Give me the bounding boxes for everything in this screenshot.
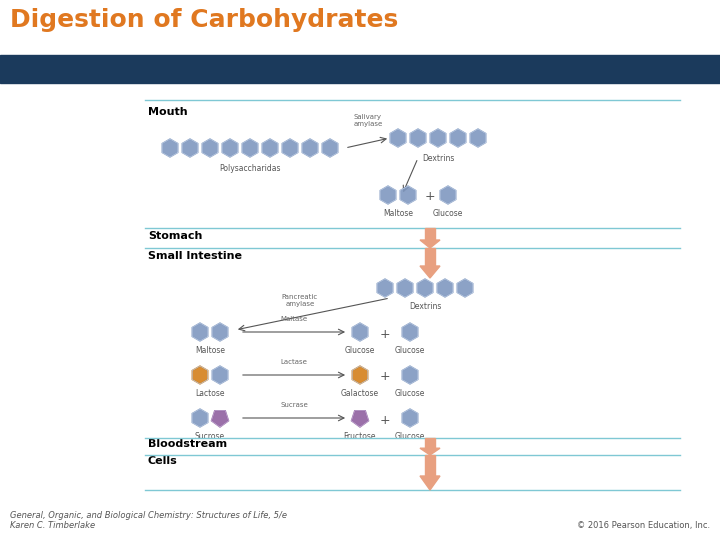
Text: Maltose: Maltose <box>195 346 225 355</box>
Text: +: + <box>379 370 390 383</box>
Polygon shape <box>380 186 396 204</box>
Text: Glucose: Glucose <box>395 389 426 398</box>
Polygon shape <box>282 139 298 157</box>
Text: Glucose: Glucose <box>395 432 426 441</box>
Text: Dextrins: Dextrins <box>409 302 441 311</box>
Polygon shape <box>397 279 413 297</box>
Polygon shape <box>417 279 433 297</box>
Text: Small Intestine: Small Intestine <box>148 251 242 261</box>
Text: Sucrase: Sucrase <box>280 402 308 408</box>
Polygon shape <box>420 266 440 278</box>
Text: Dextrins: Dextrins <box>422 154 454 163</box>
Bar <box>425 248 435 266</box>
Bar <box>425 455 435 476</box>
Bar <box>0 55 720 83</box>
Text: Glucose: Glucose <box>433 209 463 218</box>
Text: Polysaccharidas: Polysaccharidas <box>220 164 281 173</box>
Text: Lactase: Lactase <box>281 359 307 365</box>
Text: Sucrose: Sucrose <box>195 432 225 441</box>
Text: Glucose: Glucose <box>345 346 375 355</box>
Polygon shape <box>242 139 258 157</box>
Text: +: + <box>425 191 436 204</box>
Text: Cells: Cells <box>148 456 178 466</box>
Polygon shape <box>402 323 418 341</box>
Text: Maltase: Maltase <box>280 316 307 322</box>
Text: Maltose: Maltose <box>383 209 413 218</box>
Polygon shape <box>302 139 318 157</box>
Polygon shape <box>420 448 440 455</box>
Polygon shape <box>352 323 368 341</box>
Polygon shape <box>420 476 440 490</box>
Polygon shape <box>402 409 418 427</box>
Text: Bloodstream: Bloodstream <box>148 439 227 449</box>
Polygon shape <box>202 139 217 157</box>
Polygon shape <box>212 411 228 427</box>
Polygon shape <box>192 409 208 427</box>
Bar <box>425 228 435 240</box>
Text: Stomach: Stomach <box>148 231 202 241</box>
Text: Lactose: Lactose <box>195 389 225 398</box>
Polygon shape <box>262 139 278 157</box>
Polygon shape <box>420 240 440 248</box>
Polygon shape <box>377 279 393 297</box>
Text: +: + <box>379 327 390 341</box>
Polygon shape <box>410 129 426 147</box>
Polygon shape <box>450 129 466 147</box>
Text: Mouth: Mouth <box>148 107 188 117</box>
Polygon shape <box>402 366 418 384</box>
Polygon shape <box>457 279 473 297</box>
Polygon shape <box>192 323 208 341</box>
Polygon shape <box>323 139 338 157</box>
Polygon shape <box>222 139 238 157</box>
Text: Galactose: Galactose <box>341 389 379 398</box>
Polygon shape <box>212 366 228 384</box>
Text: © 2016 Pearson Education, Inc.: © 2016 Pearson Education, Inc. <box>577 521 710 530</box>
Text: +: + <box>379 414 390 427</box>
Polygon shape <box>192 366 208 384</box>
Polygon shape <box>182 139 198 157</box>
Text: Digestion of Carbohydrates: Digestion of Carbohydrates <box>10 8 398 32</box>
Bar <box>425 438 435 448</box>
Text: General, Organic, and Biological Chemistry: Structures of Life, 5/e
Karen C. Tim: General, Organic, and Biological Chemist… <box>10 511 287 530</box>
Polygon shape <box>390 129 406 147</box>
Polygon shape <box>431 129 446 147</box>
Text: Fructose: Fructose <box>343 432 377 441</box>
Text: Glucose: Glucose <box>395 346 426 355</box>
Polygon shape <box>351 411 369 427</box>
Text: Pancreatic
amylase: Pancreatic amylase <box>282 294 318 307</box>
Polygon shape <box>437 279 453 297</box>
Polygon shape <box>400 186 415 204</box>
Text: Salivary
amylase: Salivary amylase <box>354 114 382 127</box>
Polygon shape <box>162 139 178 157</box>
Polygon shape <box>470 129 486 147</box>
Polygon shape <box>212 323 228 341</box>
Polygon shape <box>440 186 456 204</box>
Polygon shape <box>352 366 368 384</box>
